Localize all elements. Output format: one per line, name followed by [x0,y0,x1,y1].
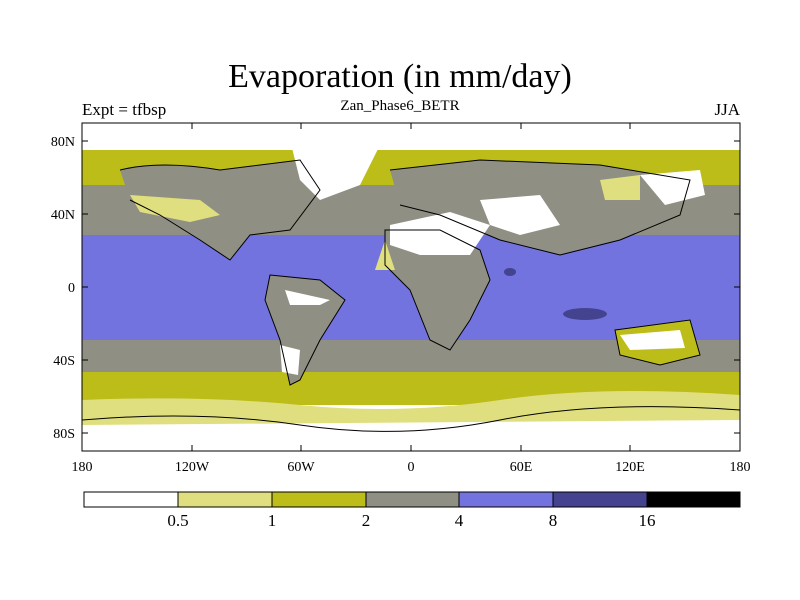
lon-label: 180 [730,460,751,475]
lon-label: 60W [287,460,315,475]
colorbar-box [458,491,554,508]
lon-ticks [81,123,741,451]
season-label: JJA [714,100,740,119]
lat-ticks [82,140,740,434]
lon-label: 120E [615,460,645,475]
colorbar-label: 16 [639,511,656,530]
colorbar-box [646,491,741,508]
colorbar-box [365,491,460,508]
colorbar-label: 2 [362,511,371,530]
case-name-label: Zan_Phase6_BETR [340,98,460,114]
colorbar-label: 4 [455,511,464,530]
experiment-label: Expt = tfbsp [82,100,167,119]
colorbar-label: 1 [268,511,277,530]
colorbar-box [271,491,367,508]
colorbar-label: 0.5 [167,511,188,530]
lat-label: 40N [51,208,75,223]
lon-label: 60E [510,460,533,475]
lat-label: 40S [53,354,75,369]
lat-label: 80N [51,135,75,150]
lon-label: 120W [175,460,210,475]
colorbar-label: 8 [549,511,558,530]
lon-label: 0 [408,460,415,475]
map-field [82,123,740,451]
lon-label: 180 [72,460,93,475]
colorbar-box [177,491,273,508]
colorbar-box [552,491,648,508]
lat-label: 80S [53,427,75,442]
colorbar-box [83,491,179,508]
colorbar: 0.5 1 2 4 8 16 [83,491,741,530]
lat-label: 0 [68,281,75,296]
map-title: Evaporation (in mm/day) [228,58,572,95]
